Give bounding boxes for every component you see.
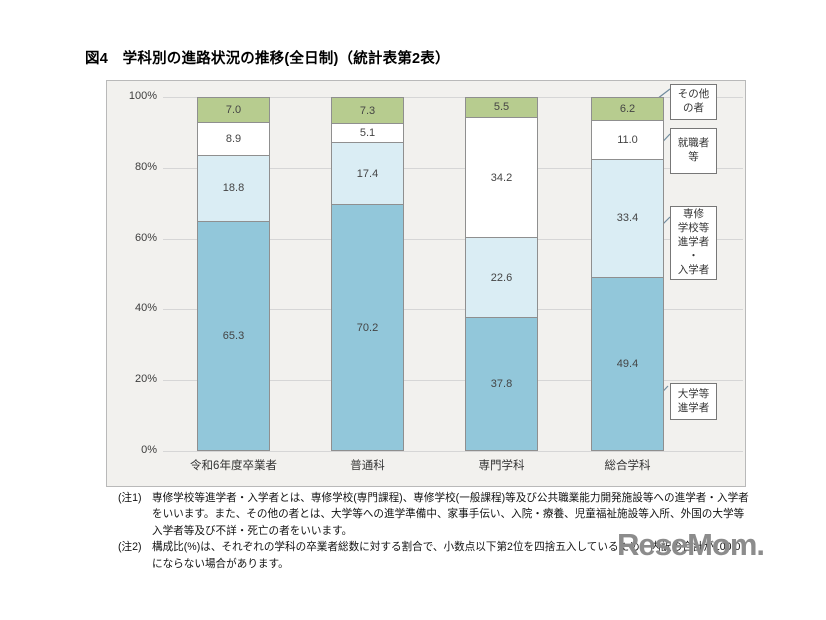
footnote-2-label: (注2) [118, 541, 142, 554]
x-axis-label: 令和6年度卒業者 [190, 460, 277, 472]
bar-column: 7.3 5.1 17.4 70.2 [331, 97, 404, 451]
bar-segment-value: 5.1 [359, 127, 376, 140]
bar-segment: 37.8 [466, 317, 537, 450]
bar-segment: 70.2 [332, 204, 403, 450]
y-axis-tick-label: 80% [134, 160, 157, 173]
bar-segment-value: 49.4 [616, 357, 639, 370]
bar-segment: 49.4 [592, 276, 663, 450]
bar-segment: 7.3 [332, 98, 403, 124]
bar-segment-value: 8.9 [225, 132, 242, 145]
gridline [163, 380, 743, 382]
x-axis-label: 普通科 [350, 460, 385, 472]
bar-segment-value: 7.3 [359, 104, 376, 117]
footnote-2: (注2) 構成比(%)は、それぞれの学科の卒業者総数に対する割合で、小数点以下第… [118, 539, 750, 572]
bar-segment: 22.6 [466, 237, 537, 318]
bar-segment: 5.1 [332, 123, 403, 143]
bar-segment-value: 6.2 [619, 102, 636, 115]
bar-segment-value: 33.4 [616, 212, 639, 225]
bar-segment: 11.0 [592, 119, 663, 160]
bar-segment: 65.3 [198, 221, 269, 450]
legend-box: 専修 学校等 進学者 ・ 入学者 [670, 206, 717, 280]
page-title: 図4 学科別の進路状況の推移(全日制)（統計表第2表） [85, 51, 450, 67]
bar-segment: 8.9 [198, 122, 269, 155]
legend-box: 大学等 進学者 [670, 383, 717, 420]
bar-segment: 7.0 [198, 98, 269, 123]
gridline [163, 238, 743, 240]
x-axis-label: 専門学科 [478, 460, 525, 472]
footnote-1-label: (注1) [118, 492, 142, 504]
legend-box: その他 の者 [670, 84, 717, 120]
bar-segment-value: 17.4 [356, 167, 379, 180]
bar-segment: 17.4 [332, 142, 403, 204]
legend-box: 就職者 等 [670, 128, 717, 174]
bar-segment: 33.4 [592, 159, 663, 277]
bar-segment-value: 22.6 [490, 271, 513, 284]
y-axis-tick-label: 60% [134, 231, 157, 244]
footnote-1: (注1) 専修学校等進学者・入学者とは、専修学校(専門課程)、専修学校(一般課程… [118, 490, 750, 539]
x-axis-label: 総合学科 [604, 460, 651, 472]
y-axis-tick-label: 0% [141, 444, 157, 456]
bar-segment-value: 65.3 [222, 330, 245, 343]
bar-segment-value: 34.2 [490, 171, 513, 184]
gridline [163, 309, 743, 311]
footnote-2-text: 構成比(%)は、それぞれの学科の卒業者総数に対する割合で、小数点以下第2位を四捨… [152, 541, 741, 570]
bar-segment: 5.5 [466, 97, 537, 117]
bar-segment-value: 7.0 [225, 104, 242, 117]
footnotes: (注1) 専修学校等進学者・入学者とは、専修学校(専門課程)、専修学校(一般課程… [118, 490, 750, 572]
bar-segment-value: 37.8 [490, 378, 513, 391]
bar-segment-value: 18.8 [222, 182, 245, 195]
bar-column: 7.0 8.9 18.8 65.3 [197, 97, 270, 451]
y-axis-tick-label: 20% [134, 373, 157, 386]
bar-column: 6.2 11.0 33.4 49.4 [591, 97, 664, 451]
gridline [163, 167, 743, 169]
y-axis-tick-label: 40% [134, 302, 157, 315]
bar-segment: 34.2 [466, 116, 537, 238]
gridline [163, 451, 743, 452]
y-axis-tick-label: 100% [128, 90, 157, 102]
footnote-1-text: 専修学校等進学者・入学者とは、専修学校(専門課程)、専修学校(一般課程)等及び公… [152, 492, 749, 537]
gridline [163, 97, 743, 98]
bar-segment: 6.2 [592, 98, 663, 120]
bar-segment: 18.8 [198, 154, 269, 222]
bar-segment-value: 5.5 [493, 101, 510, 114]
resemom-watermark: ReseMom. [617, 527, 765, 562]
bar-column: 5.5 34.2 22.6 37.8 [465, 96, 538, 451]
bar-segment-value: 70.2 [356, 321, 379, 334]
chart-area: 100% 80% 60% 40% 20% 0% 7.0 8.9 18.8 65.3 令和6年度卒業者… [106, 80, 746, 487]
bar-segment-value: 11.0 [617, 133, 638, 146]
